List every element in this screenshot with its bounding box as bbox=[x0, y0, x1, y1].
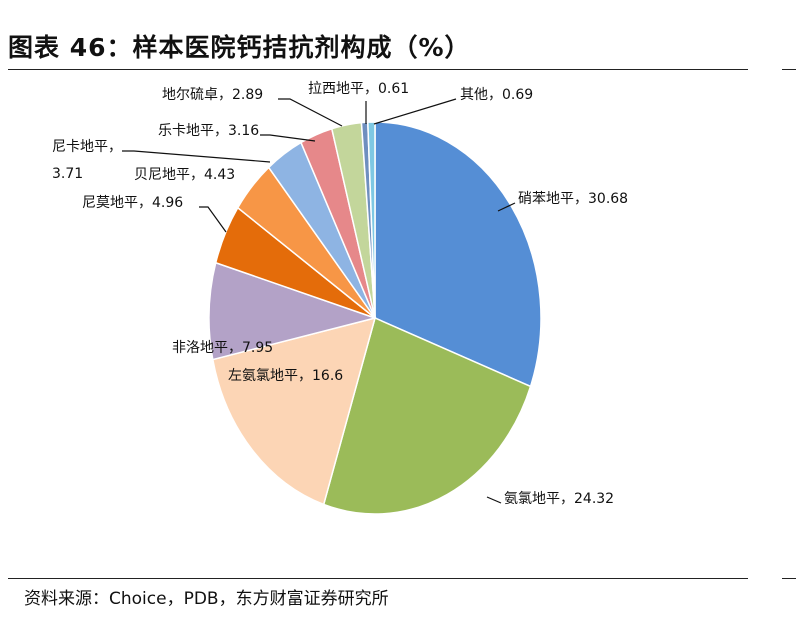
pie-slice-4 bbox=[208, 261, 378, 361]
slice-label-3: 左氨氯地平，16.6 bbox=[228, 368, 343, 384]
slice-label-7: 尼卡地平， bbox=[52, 139, 122, 155]
source-divider bbox=[8, 578, 748, 579]
title-divider-tail bbox=[782, 69, 796, 70]
slice-label-10: 拉西地平，0.61 bbox=[308, 81, 409, 97]
chart-title: 图表 46：样本医院钙拮抗剂构成（%） bbox=[8, 33, 471, 62]
source-divider-tail bbox=[782, 578, 796, 579]
slice-label-4: 非洛地平，7.95 bbox=[172, 340, 273, 356]
pie-slice-11 bbox=[367, 121, 376, 319]
slice-label-7-value: 3.71 bbox=[52, 166, 83, 182]
slice-label-11: 其他，0.69 bbox=[460, 87, 533, 103]
source-note: 资料来源：Choice，PDB，东方财富证券研究所 bbox=[24, 589, 389, 609]
slice-labels: 硝苯地平，30.68 氨氯地平，24.32 左氨氯地平，16.6 非洛地平，7.95 尼… bbox=[52, 81, 628, 507]
pie-slice-2 bbox=[322, 316, 532, 515]
leader-line-7 bbox=[122, 150, 271, 163]
slice-label-5: 尼莫地平，4.96 bbox=[82, 195, 183, 211]
slice-label-9: 地尔硫卓，2.89 bbox=[162, 87, 263, 103]
pie-slices bbox=[208, 121, 542, 515]
leader-line-11 bbox=[373, 98, 457, 125]
slice-label-8: 乐卡地平，3.16 bbox=[158, 123, 259, 139]
slice-label-6: 贝尼地平，4.43 bbox=[134, 167, 235, 183]
leader-line-9 bbox=[278, 98, 343, 127]
slice-label-1: 硝苯地平，30.68 bbox=[518, 190, 628, 207]
pie-slice-1 bbox=[374, 121, 542, 388]
title-divider bbox=[8, 69, 748, 70]
slice-label-2: 氨氯地平，24.32 bbox=[504, 491, 614, 507]
label-leader-lines bbox=[122, 98, 516, 504]
leader-line-8 bbox=[260, 134, 316, 142]
leader-line-1 bbox=[497, 202, 516, 212]
leader-line-2 bbox=[486, 496, 502, 504]
leader-line-5 bbox=[199, 206, 227, 233]
pie-slice-3 bbox=[211, 316, 377, 506]
